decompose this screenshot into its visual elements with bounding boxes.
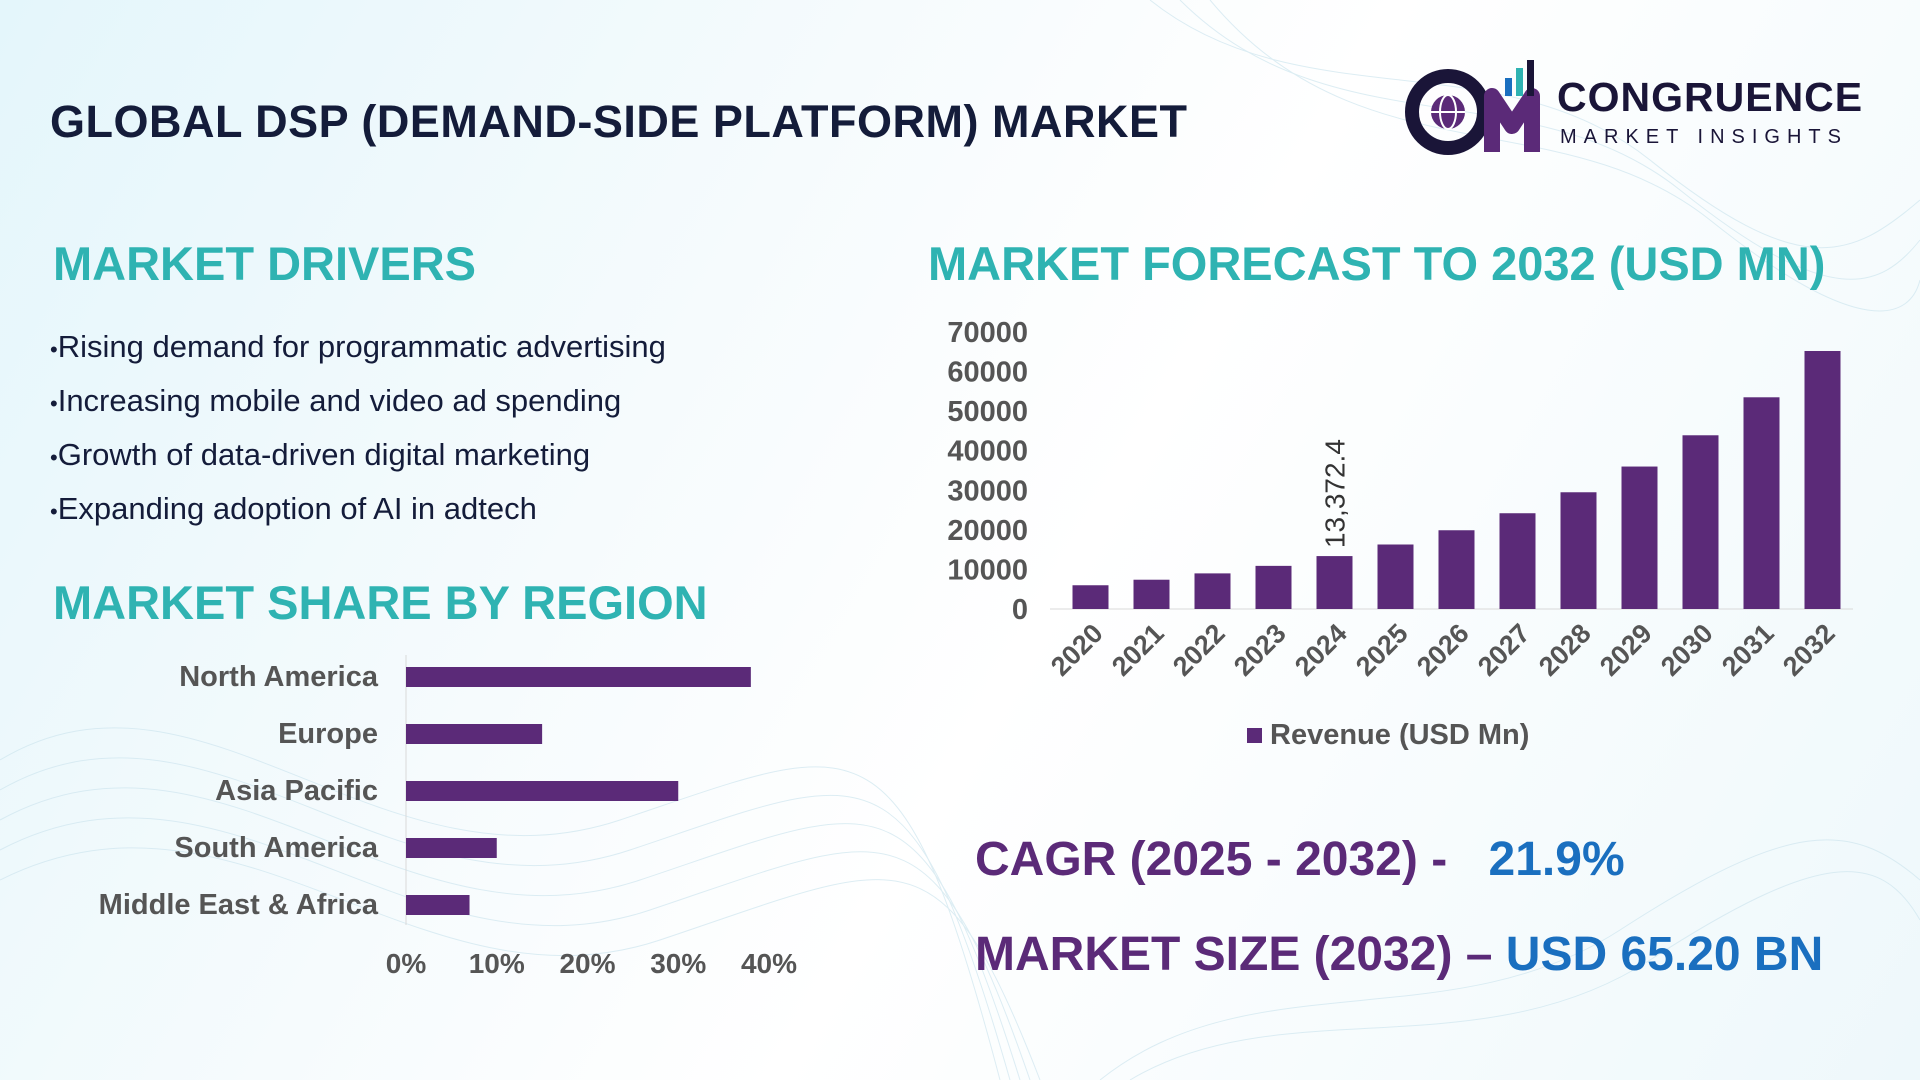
forecast-bar <box>1499 513 1536 609</box>
driver-item: Growth of data-driven digital marketing <box>50 428 666 482</box>
region-share-chart: North America Europe Asia Pacific South Ame… <box>99 655 797 979</box>
forecast-bar <box>1194 573 1231 609</box>
forecast-bar <box>1133 579 1170 609</box>
cagr-row: CAGR (2025 - 2032) - 21.9% <box>975 832 1625 887</box>
region-bar <box>406 895 470 915</box>
forecast-x-tick: 2026 <box>1411 618 1475 682</box>
forecast-x-tick: 2031 <box>1716 618 1780 682</box>
forecast-x-tick: 2023 <box>1228 618 1292 682</box>
forecast-bar <box>1438 530 1475 609</box>
driver-item: Increasing mobile and video ad spending <box>50 374 666 428</box>
driver-item: Rising demand for programmatic advertisi… <box>50 320 666 374</box>
forecast-heading: MARKET FORECAST TO 2032 (USD MN) <box>928 237 1826 290</box>
forecast-bar <box>1255 565 1292 609</box>
forecast-bar <box>1621 466 1658 609</box>
region-share-heading: MARKET SHARE BY REGION <box>53 576 708 629</box>
forecast-y-tick: 20000 <box>947 515 1028 547</box>
market-drivers-heading: MARKET DRIVERS <box>53 237 477 290</box>
forecast-bar <box>1804 350 1841 609</box>
forecast-bar <box>1316 556 1353 609</box>
forecast-y-tick: 50000 <box>947 396 1028 428</box>
region-label: Europe <box>278 718 378 750</box>
forecast-x-tick: 2022 <box>1167 618 1231 682</box>
page-title: GLOBAL DSP (DEMAND-SIDE PLATFORM) MARKET <box>50 96 1188 147</box>
forecast-x-tick: 2020 <box>1045 618 1109 682</box>
driver-item: Expanding adoption of AI in adtech <box>50 482 666 536</box>
forecast-data-label: 13,372.4 <box>1320 439 1351 548</box>
forecast-x-tick: 2028 <box>1533 618 1597 682</box>
brand-logo <box>1405 60 1540 155</box>
region-x-tick: 10% <box>469 948 525 979</box>
region-x-tick: 40% <box>741 948 797 979</box>
region-x-tick: 0% <box>386 948 427 979</box>
region-label: South America <box>174 832 378 864</box>
forecast-chart: 0 10000 20000 30000 40000 50000 60000 70000 2020… <box>947 317 1853 751</box>
forecast-x-tick: 2030 <box>1655 618 1719 682</box>
region-bar <box>406 724 543 744</box>
forecast-x-tick: 2024 <box>1289 618 1353 682</box>
forecast-bar <box>1072 585 1109 609</box>
region-label: North America <box>179 661 379 693</box>
brand-tagline: MARKET INSIGHTS <box>1560 126 1848 148</box>
forecast-bar <box>1682 435 1719 609</box>
forecast-bar <box>1560 492 1597 609</box>
forecast-y-tick: 10000 <box>947 554 1028 586</box>
region-label: Asia Pacific <box>215 775 378 807</box>
forecast-y-tick: 60000 <box>947 357 1028 389</box>
forecast-y-tick: 30000 <box>947 475 1028 507</box>
cagr-value: 21.9% <box>1488 833 1625 886</box>
region-bar <box>406 781 679 801</box>
legend-label: Revenue (USD Mn) <box>1270 719 1529 751</box>
forecast-x-tick: 2021 <box>1106 618 1170 682</box>
brand-name: CONGRUENCE <box>1557 74 1864 120</box>
forecast-x-tick: 2029 <box>1594 618 1658 682</box>
forecast-y-tick: 0 <box>1012 594 1028 626</box>
forecast-x-tick: 2032 <box>1777 618 1841 682</box>
forecast-bar <box>1377 544 1414 609</box>
cm-globe-chart-logo <box>1405 60 1540 155</box>
region-label: Middle East & Africa <box>99 889 379 921</box>
region-bar <box>406 838 497 858</box>
forecast-x-tick: 2025 <box>1350 618 1414 682</box>
forecast-y-tick: 40000 <box>947 436 1028 468</box>
forecast-bar <box>1743 397 1780 609</box>
cagr-label: CAGR (2025 - 2032) - <box>975 833 1448 886</box>
region-x-tick: 30% <box>650 948 706 979</box>
legend-swatch <box>1247 728 1262 743</box>
forecast-x-tick: 2027 <box>1472 618 1536 682</box>
market-size-label: MARKET SIZE (2032) – <box>975 928 1493 981</box>
market-size-row: MARKET SIZE (2032) – USD 65.20 BN <box>975 927 1823 982</box>
region-x-tick: 20% <box>559 948 615 979</box>
forecast-y-tick: 70000 <box>947 317 1028 349</box>
drivers-list: Rising demand for programmatic advertisi… <box>50 320 666 536</box>
region-bar <box>406 667 751 687</box>
market-size-value: USD 65.20 BN <box>1505 928 1824 981</box>
